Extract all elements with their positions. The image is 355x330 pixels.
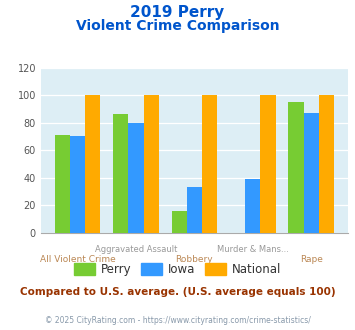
Bar: [143, 95, 159, 233]
Text: Violent Crime Comparison: Violent Crime Comparison: [76, 19, 279, 33]
Legend: Perry, Iowa, National: Perry, Iowa, National: [69, 258, 286, 281]
Bar: [171, 211, 187, 233]
Text: Robbery: Robbery: [176, 255, 213, 264]
Text: Murder & Mans...: Murder & Mans...: [217, 245, 289, 254]
Bar: [55, 135, 70, 233]
Bar: [202, 95, 217, 233]
Bar: [319, 95, 334, 233]
Bar: [260, 95, 275, 233]
Bar: [113, 115, 129, 233]
Text: Compared to U.S. average. (U.S. average equals 100): Compared to U.S. average. (U.S. average …: [20, 287, 335, 297]
Bar: [245, 179, 260, 233]
Text: All Violent Crime: All Violent Crime: [40, 255, 115, 264]
Bar: [85, 95, 100, 233]
Bar: [187, 187, 202, 233]
Bar: [70, 136, 85, 233]
Bar: [304, 113, 319, 233]
Text: © 2025 CityRating.com - https://www.cityrating.com/crime-statistics/: © 2025 CityRating.com - https://www.city…: [45, 316, 310, 325]
Bar: [288, 102, 304, 233]
Text: 2019 Perry: 2019 Perry: [130, 5, 225, 20]
Bar: [129, 123, 143, 233]
Text: Rape: Rape: [300, 255, 323, 264]
Text: Aggravated Assault: Aggravated Assault: [95, 245, 177, 254]
